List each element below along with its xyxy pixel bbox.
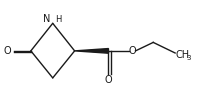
Text: N: N: [43, 14, 50, 24]
Text: CH: CH: [175, 50, 189, 60]
Text: H: H: [55, 15, 62, 24]
Text: O: O: [105, 75, 112, 85]
Polygon shape: [75, 49, 108, 53]
Text: O: O: [129, 46, 136, 56]
Text: O: O: [3, 46, 11, 56]
Text: 3: 3: [186, 55, 191, 61]
